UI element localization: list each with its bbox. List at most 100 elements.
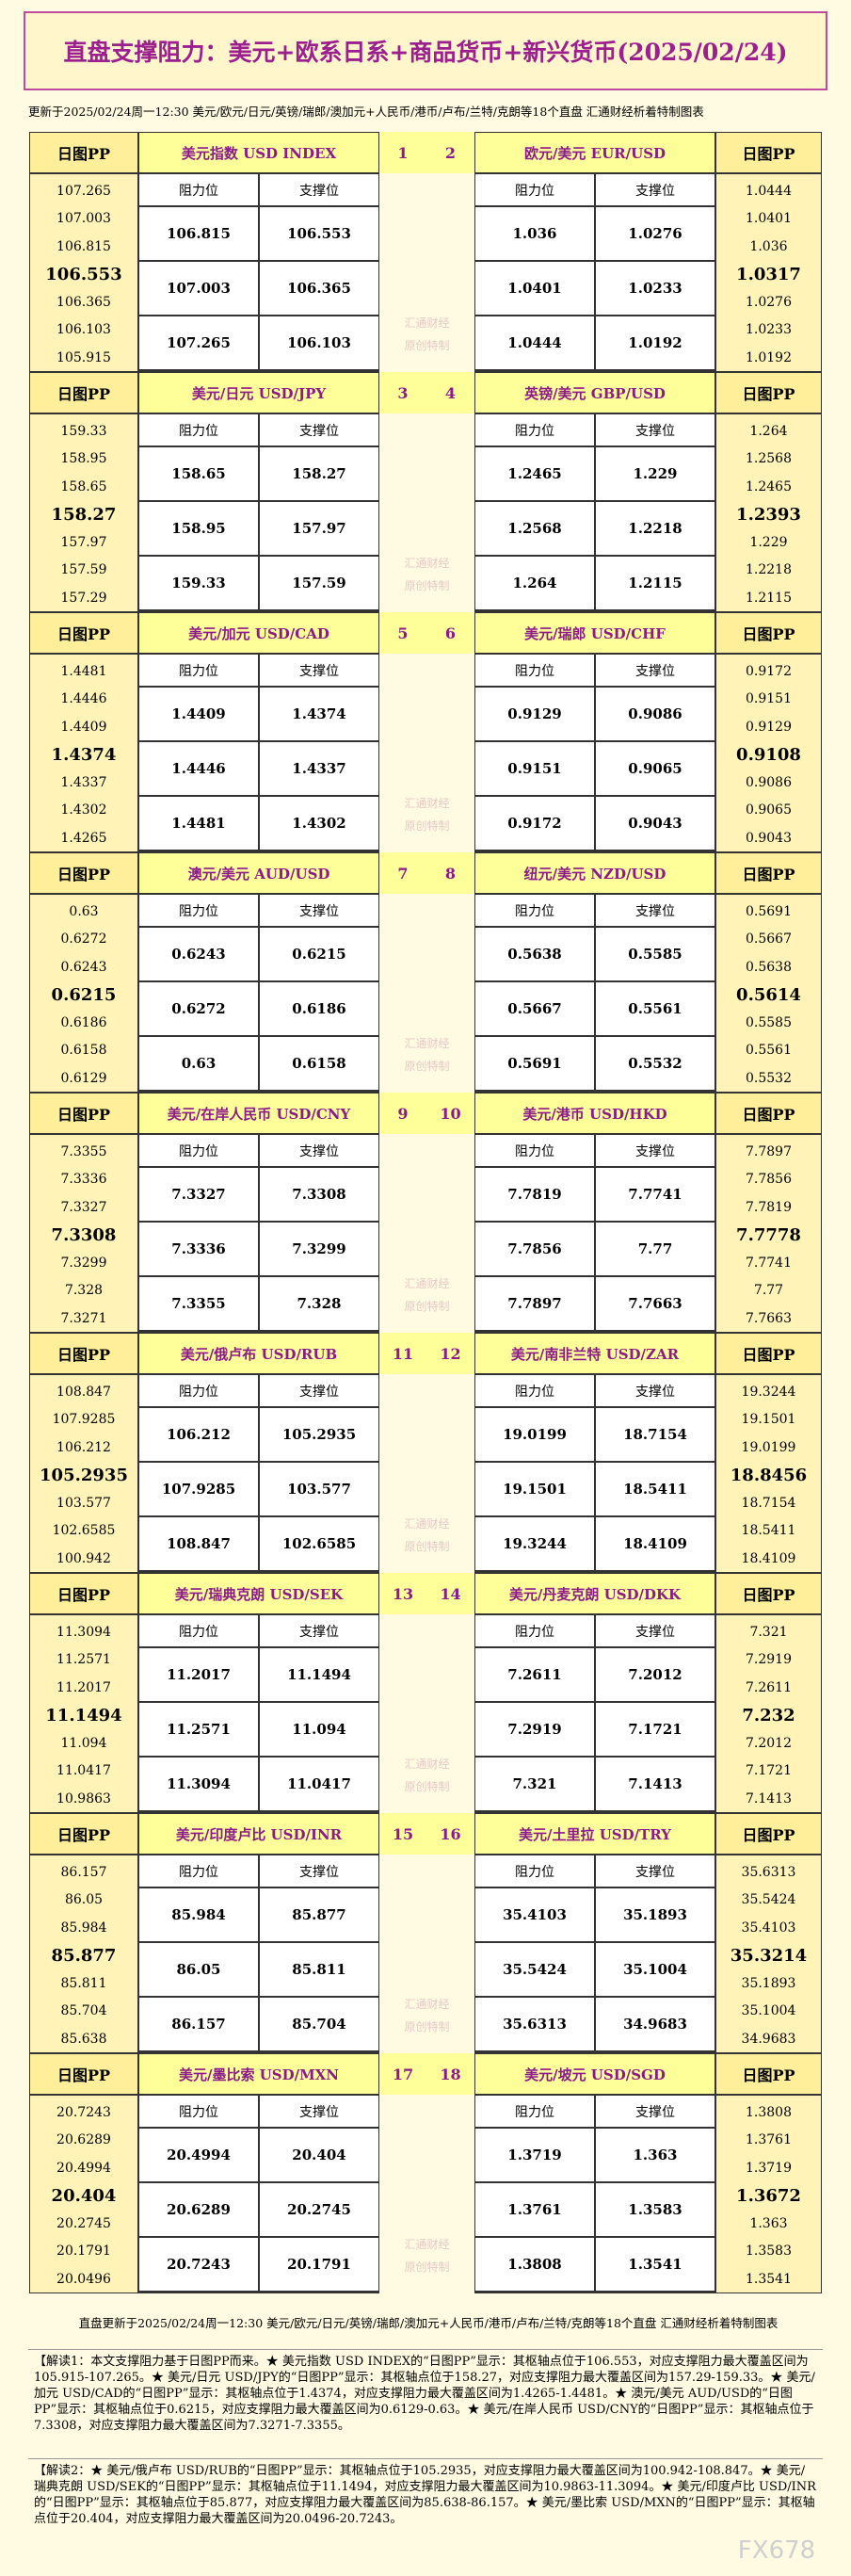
- pair-name: 美元/在岸人民币 USD/CNY: [138, 1093, 379, 1134]
- support-header: 支撑位: [259, 894, 379, 927]
- pp-value: 1.2465: [746, 478, 792, 494]
- resist-cell: 11.2017: [138, 1647, 259, 1702]
- pp-header: 日图PP: [29, 1813, 138, 1855]
- support-header: 支撑位: [259, 654, 379, 687]
- pp-value: 7.328: [64, 1283, 104, 1299]
- pair-name: 美元/丹麦克朗 USD/DKK: [474, 1573, 715, 1614]
- pp-column: [715, 1855, 822, 2053]
- pp-value: 1.4265: [60, 830, 107, 846]
- resist-cell: 0.5667: [474, 981, 595, 1036]
- pp-column: [29, 173, 138, 372]
- pp-value: 0.5667: [746, 932, 792, 948]
- resist-cell: 11.2571: [138, 1702, 259, 1757]
- resist-cell: 7.2611: [474, 1647, 595, 1702]
- watermark: 汇通财经: [404, 1036, 450, 1050]
- pp-value: 34.9683: [741, 2031, 796, 2047]
- pp-value: 7.7778: [736, 1224, 801, 1245]
- pair-name: 美元指数 USD INDEX: [138, 132, 379, 173]
- support-cell: 85.704: [259, 1997, 379, 2051]
- watermark: 原创特制: [404, 2260, 450, 2274]
- pp-value: 18.4109: [741, 1550, 796, 1566]
- pp-header: 日图PP: [715, 2053, 822, 2095]
- pp-value: 85.984: [60, 1920, 107, 1936]
- pp-value: 1.0192: [746, 349, 792, 365]
- support-header: 支撑位: [595, 2095, 715, 2128]
- support-cell: 1.4302: [259, 796, 379, 851]
- support-cell: 1.2218: [595, 501, 715, 556]
- support-cell: 0.5532: [595, 1036, 715, 1091]
- pair-number: 7: [379, 852, 426, 894]
- pp-column: [29, 1614, 138, 1813]
- pair-number: 9: [379, 1093, 426, 1134]
- resist-cell: 0.9172: [474, 796, 595, 851]
- support-cell: 0.6158: [259, 1036, 379, 1091]
- pair-name: 英镑/美元 GBP/USD: [474, 372, 715, 413]
- support-header: 支撑位: [595, 1614, 715, 1647]
- support-header: 支撑位: [595, 1134, 715, 1167]
- pp-value: 1.2218: [746, 562, 792, 578]
- resist-cell: 0.5638: [474, 927, 595, 981]
- pp-value: 85.877: [51, 1945, 117, 1966]
- resist-cell: 1.4446: [138, 741, 259, 796]
- resist-cell: 20.6289: [138, 2182, 259, 2237]
- pp-column: [715, 894, 822, 1093]
- resist-cell: 106.212: [138, 1407, 259, 1462]
- pair-number: 4: [426, 372, 474, 413]
- pp-value: 20.1791: [56, 2244, 111, 2260]
- resist-header: 阻力位: [474, 1614, 595, 1647]
- pair-number: 11: [379, 1333, 426, 1374]
- support-cell: 7.77: [595, 1222, 715, 1276]
- support-header: 支撑位: [259, 2095, 379, 2128]
- pp-value: 11.3094: [56, 1624, 111, 1640]
- pp-value: 1.3583: [746, 2244, 792, 2260]
- support-cell: 7.328: [259, 1276, 379, 1331]
- pp-column: [715, 654, 822, 852]
- pp-value: 159.33: [60, 423, 107, 439]
- resist-cell: 19.3244: [474, 1516, 595, 1571]
- pp-value: 0.6158: [60, 1043, 107, 1059]
- support-cell: 20.404: [259, 2128, 379, 2182]
- pp-value: 1.3761: [746, 2132, 792, 2148]
- watermark: 原创特制: [404, 1299, 450, 1313]
- resist-header: 阻力位: [138, 654, 259, 687]
- support-cell: 157.97: [259, 501, 379, 556]
- support-cell: 103.577: [259, 1462, 379, 1516]
- pp-value: 0.9108: [736, 744, 801, 765]
- support-cell: 1.4337: [259, 741, 379, 796]
- resist-header: 阻力位: [138, 2095, 259, 2128]
- pp-value: 35.1004: [741, 2003, 796, 2019]
- watermark: 汇通财经: [404, 316, 450, 330]
- update-line: 更新于2025/02/24周一12:30 美元/欧元/日元/英镑/瑞郎/澳加元+…: [28, 104, 704, 119]
- pp-value: 108.847: [56, 1384, 111, 1400]
- resist-header: 阻力位: [138, 1374, 259, 1407]
- pp-header: 日图PP: [715, 372, 822, 413]
- pp-value: 7.77: [753, 1283, 784, 1299]
- pp-value: 107.003: [56, 211, 111, 227]
- pp-value: 107.9285: [52, 1412, 116, 1428]
- watermark: 原创特制: [404, 818, 450, 833]
- resist-cell: 0.6243: [138, 927, 259, 981]
- pp-header: 日图PP: [29, 1333, 138, 1374]
- pair-number: 2: [426, 132, 474, 173]
- resist-cell: 0.9151: [474, 741, 595, 796]
- resist-cell: 0.6272: [138, 981, 259, 1036]
- pp-value: 0.5561: [746, 1043, 792, 1059]
- watermark: 汇通财经: [404, 1276, 450, 1290]
- resist-header: 阻力位: [474, 1374, 595, 1407]
- resist-cell: 1.264: [474, 556, 595, 610]
- pp-value: 1.0444: [746, 183, 792, 199]
- pp-value: 86.05: [64, 1892, 104, 1908]
- pp-value: 1.4481: [60, 663, 107, 679]
- pp-value: 35.3214: [730, 1945, 808, 1966]
- support-cell: 1.363: [595, 2128, 715, 2182]
- pp-value: 7.7819: [746, 1199, 792, 1215]
- resist-header: 阻力位: [474, 413, 595, 446]
- support-header: 支撑位: [595, 654, 715, 687]
- resist-header: 阻力位: [474, 894, 595, 927]
- support-header: 支撑位: [259, 1374, 379, 1407]
- pp-column: [715, 1614, 822, 1813]
- pp-value: 0.9086: [746, 774, 792, 790]
- title: 直盘支撑阻力：美元+欧系日系+商品货币+新兴货币(2025/02/24): [24, 11, 827, 90]
- support-header: 支撑位: [259, 413, 379, 446]
